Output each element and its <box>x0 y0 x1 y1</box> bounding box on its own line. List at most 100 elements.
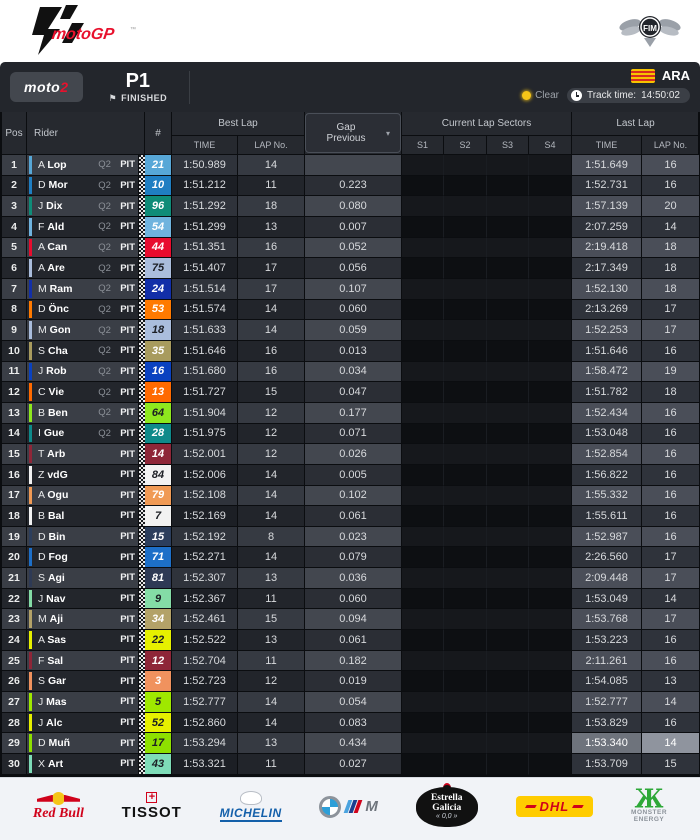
table-row[interactable]: 5 A Can Q2 PIT 44 1:51.351 16 0.052 2:19… <box>2 237 700 259</box>
table-row[interactable]: 11 J Rob Q2 PIT 16 1:51.680 16 0.034 1:5… <box>2 361 700 383</box>
best-lap-time: 1:52.461 <box>172 609 238 631</box>
position-cell: 14 <box>2 423 27 445</box>
table-row[interactable]: 4 F Ald Q2 PIT 54 1:51.299 13 0.007 2:07… <box>2 216 700 238</box>
zipper-divider <box>139 526 145 548</box>
gap-previous-dropdown[interactable]: Gap Previous ▾ <box>305 113 401 153</box>
col-best-lap: Best Lap <box>172 112 305 136</box>
best-lap-time: 1:50.989 <box>172 155 238 176</box>
zipper-divider <box>139 547 145 569</box>
monster-claw-icon: Ж <box>634 783 664 815</box>
table-row[interactable]: 12 C Vie Q2 PIT 13 1:51.727 15 0.047 1:5… <box>2 382 700 403</box>
position-cell: 26 <box>2 671 27 693</box>
table-row[interactable]: 20 D Fog PIT 71 1:52.271 14 0.079 2:26.5… <box>2 547 700 569</box>
best-lap-number: 14 <box>238 547 305 569</box>
best-lap-number: 12 <box>238 423 305 445</box>
table-row[interactable]: 26 S Gar PIT 3 1:52.723 12 0.019 1:54.08… <box>2 671 700 693</box>
table-row[interactable]: 7 M Ram Q2 PIT 24 1:51.514 17 0.107 1:52… <box>2 278 700 300</box>
table-row[interactable]: 24 A Sas PIT 22 1:52.522 13 0.061 1:53.2… <box>2 630 700 651</box>
last-lap-time: 2:26.560 <box>572 547 642 569</box>
rider-name: C Vie <box>38 386 65 399</box>
team-color-bar <box>29 589 32 608</box>
gap-previous-value: 0.079 <box>305 547 402 569</box>
table-row[interactable]: 14 I Gue Q2 PIT 28 1:51.975 12 0.071 1:5… <box>2 423 700 445</box>
rider-number-plate: 15 <box>145 526 172 548</box>
gap-previous-value: 0.052 <box>305 237 402 259</box>
table-row[interactable]: 22 J Nav PIT 9 1:52.367 11 0.060 1:53.04… <box>2 588 700 610</box>
table-row[interactable]: 13 B Ben Q2 PIT 64 1:51.904 12 0.177 1:5… <box>2 402 700 424</box>
table-row[interactable]: 29 D Muñ PIT 17 1:53.294 13 0.434 1:53.3… <box>2 733 700 755</box>
rider-name: A Ogu <box>38 489 69 502</box>
rider-cell: D Fog PIT <box>27 547 139 569</box>
table-row[interactable]: 1 A Lop Q2 PIT 21 1:50.989 14 1:51.649 1… <box>2 155 700 176</box>
pit-badge: PIT <box>120 531 135 543</box>
table-row[interactable]: 10 S Cha Q2 PIT 35 1:51.646 16 0.013 1:5… <box>2 340 700 362</box>
rider-number-plate: 14 <box>145 444 172 465</box>
sector-s4-cell <box>529 175 572 197</box>
sector-s3-cell <box>487 547 529 569</box>
pit-badge: PIT <box>120 717 135 729</box>
last-lap-time: 1:57.139 <box>572 196 642 217</box>
session-tab-p1[interactable]: P1 ⚑ FINISHED <box>109 70 191 104</box>
rider-number-plate: 10 <box>145 175 172 197</box>
timing-table: Pos Rider # Best Lap Gap Previous ▾ Curr… <box>0 112 700 777</box>
best-lap-time: 1:51.646 <box>172 340 238 362</box>
table-row[interactable]: 19 D Bin PIT 15 1:52.192 8 0.023 1:52.98… <box>2 526 700 548</box>
rider-cell: J Nav PIT <box>27 588 139 610</box>
pit-badge: PIT <box>120 572 135 584</box>
table-row[interactable]: 16 Z vdG PIT 84 1:52.006 14 0.005 1:56.8… <box>2 464 700 486</box>
rider-number-plate: 12 <box>145 650 172 672</box>
last-lap-number: 18 <box>642 382 700 403</box>
sector-s2-cell <box>444 526 487 548</box>
table-row[interactable]: 30 X Art PIT 43 1:53.321 11 0.027 1:53.7… <box>2 754 700 775</box>
table-row[interactable]: 9 M Gon Q2 PIT 18 1:51.633 14 0.059 1:52… <box>2 320 700 341</box>
table-row[interactable]: 8 D Önc Q2 PIT 53 1:51.574 14 0.060 2:13… <box>2 299 700 321</box>
table-row[interactable]: 27 J Mas PIT 5 1:52.777 14 0.054 1:52.77… <box>2 692 700 713</box>
rider-number-plate: 52 <box>145 712 172 734</box>
last-lap-time: 2:09.448 <box>572 568 642 589</box>
table-row[interactable]: 21 S Agi PIT 81 1:52.307 13 0.036 2:09.4… <box>2 568 700 589</box>
gap-previous-value: 0.056 <box>305 258 402 279</box>
table-row[interactable]: 18 B Bal PIT 7 1:52.169 14 0.061 1:55.61… <box>2 506 700 527</box>
table-row[interactable]: 23 M Aji PIT 34 1:52.461 15 0.094 1:53.7… <box>2 609 700 631</box>
sector-s2-cell <box>444 258 487 279</box>
sector-s2-cell <box>444 361 487 383</box>
svg-text:™: ™ <box>130 26 136 33</box>
sector-s1-cell <box>402 754 444 775</box>
gap-previous-value: 0.060 <box>305 299 402 321</box>
pit-badge: PIT <box>120 303 135 315</box>
table-row[interactable]: 2 D Mor Q2 PIT 10 1:51.212 11 0.223 1:52… <box>2 175 700 197</box>
last-lap-time: 2:17.349 <box>572 258 642 279</box>
class-selector-moto2[interactable]: moto2 <box>10 72 83 102</box>
pit-badge: PIT <box>120 675 135 687</box>
position-cell: 15 <box>2 444 27 465</box>
sector-s1-cell <box>402 671 444 693</box>
table-row[interactable]: 6 A Are Q2 PIT 75 1:51.407 17 0.056 2:17… <box>2 258 700 279</box>
sector-s1-cell <box>402 155 444 176</box>
last-lap-time: 1:51.646 <box>572 340 642 362</box>
rider-number-plate: 13 <box>145 382 172 403</box>
table-row[interactable]: 17 A Ogu PIT 79 1:52.108 14 0.102 1:55.3… <box>2 485 700 507</box>
col-last-lapno: LAP No. <box>642 136 700 155</box>
table-row[interactable]: 15 T Arb PIT 14 1:52.001 12 0.026 1:52.8… <box>2 444 700 465</box>
timing-rows: 1 A Lop Q2 PIT 21 1:50.989 14 1:51.649 1… <box>2 155 700 775</box>
sector-s4-cell <box>529 196 572 217</box>
col-rider: Rider <box>27 112 145 155</box>
weather-status: Clear <box>522 90 559 101</box>
zipper-divider <box>139 175 145 197</box>
zipper-divider <box>139 361 145 383</box>
pit-badge: PIT <box>120 365 135 377</box>
rider-name: A Lop <box>38 158 67 171</box>
table-row[interactable]: 3 J Dix Q2 PIT 96 1:51.292 18 0.080 1:57… <box>2 196 700 217</box>
rider-name: J Dix <box>38 200 63 213</box>
best-lap-number: 14 <box>238 320 305 341</box>
sponsor-monster: Ж MONSTER ENERGY <box>631 783 668 824</box>
position-cell: 30 <box>2 754 27 775</box>
last-lap-number: 17 <box>642 547 700 569</box>
last-lap-time: 1:53.709 <box>572 754 642 775</box>
last-lap-time: 1:53.048 <box>572 423 642 445</box>
table-row[interactable]: 28 J Alc PIT 52 1:52.860 14 0.083 1:53.8… <box>2 712 700 734</box>
q2-badge: Q2 <box>98 427 111 439</box>
rider-cell: B Bal PIT <box>27 506 139 527</box>
last-lap-time: 1:52.777 <box>572 692 642 713</box>
table-row[interactable]: 25 F Sal PIT 12 1:52.704 11 0.182 2:11.2… <box>2 650 700 672</box>
